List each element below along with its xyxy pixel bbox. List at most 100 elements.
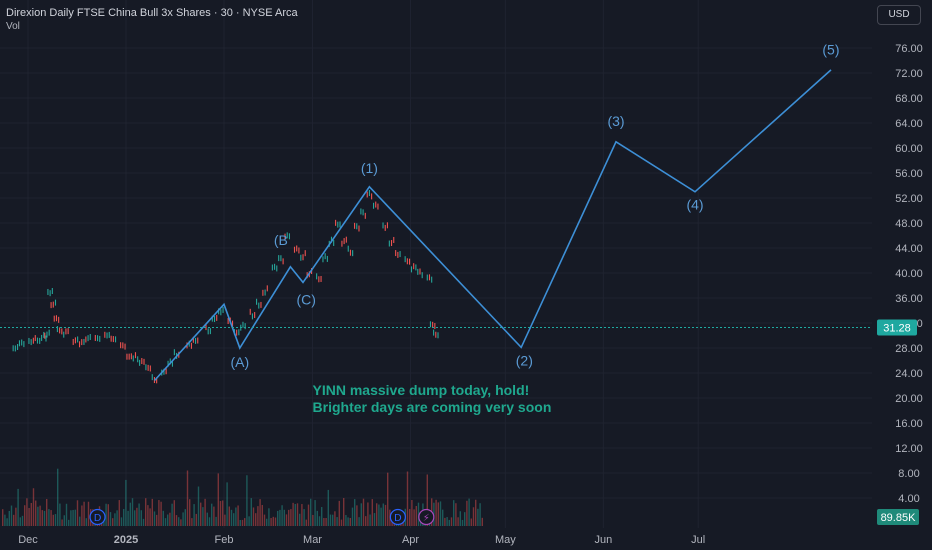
volume-bar [472,507,475,526]
volume-bar [125,479,127,526]
price-tick-label: 36.00 [895,293,923,305]
volume-bar [39,505,41,526]
volume-bar [191,518,193,526]
time-tick-label: Apr [402,534,419,546]
volume-bar [288,509,290,526]
volume-bar [171,503,173,526]
volume-bar [343,498,345,526]
volume-bar [17,488,19,526]
volume-bar [208,517,211,526]
volume-bar [303,509,305,526]
volume-bar [450,517,453,526]
event-lightning-icon[interactable] [418,508,435,526]
volume-bar [68,519,70,526]
volume-bar [200,502,202,526]
volume-bar [272,516,274,526]
volume-bar [37,506,39,526]
volume-bar [246,475,248,526]
price-tick-label: 12.00 [895,443,923,455]
time-tick-label: 2025 [114,534,138,546]
volume-bar [435,499,437,526]
volume-bar [147,505,149,526]
volume-bar [63,515,65,526]
volume-bar [266,518,268,526]
event-markers[interactable]: D D ⚡ [89,508,435,526]
volume-bar [382,503,384,526]
volume-bar [296,503,299,526]
time-tick-label: Dec [18,534,38,546]
volume-bar [299,513,301,526]
price-axis[interactable]: 76.00 72.00 68.00 64.00 60.00 56.00 52.00 48.00… [895,43,923,505]
volume-bar [28,507,30,526]
volume-bar [453,500,455,526]
price-tick-label: 60.00 [895,143,923,155]
last-price-badge [877,319,917,336]
volume-bar [351,507,354,526]
price-tick-label: 56.00 [895,168,923,180]
volume-bar [26,498,28,526]
volume-bar [81,505,83,526]
volume-bar [292,502,294,526]
volume-bar [244,518,246,526]
volume-bar [169,512,171,526]
volume-bar [233,513,235,526]
volume-bar [369,514,371,526]
wave-label: (5) [822,41,839,57]
volume-bar [164,518,167,526]
annotation-line: YINN massive dump today, hold! [313,382,530,398]
volume-bar [461,519,464,526]
volume-bar [140,510,142,526]
wave-label: (A) [230,354,249,370]
volume-bar [32,488,35,526]
time-axis[interactable]: Dec 2025 Feb Mar Apr May Jun Jul [18,534,705,546]
volume-bar [349,517,351,526]
volume-bar [83,501,85,526]
volume-bar [294,503,296,526]
last-volume-badge-label: 89.85K [881,512,917,524]
volume-bar [158,500,160,526]
volume-bar [376,503,378,526]
volume-bar [481,517,483,526]
axis-badges: 31.28 89.85K [877,319,919,525]
volume-bar [213,506,215,526]
volume-bar [230,509,233,526]
price-tick-label: 20.00 [895,393,923,405]
volume-bar [107,504,109,526]
volume-bar [365,516,367,526]
volume-bar [259,499,261,526]
volume-bar [415,505,417,526]
volume-bar [413,509,415,526]
volume-bar [464,512,466,526]
currency-button[interactable]: USD [877,5,921,25]
volume-bar [417,502,420,526]
volume-bar [277,510,279,526]
volume-bar [323,517,325,526]
volume-bar [356,505,358,526]
dividend-marker-icon[interactable] [89,508,106,526]
volume-bar [426,474,428,526]
volume-bar [215,516,217,526]
volume-bar [219,500,222,526]
volume-bar [466,500,468,526]
volume-bar [409,508,411,526]
volume-bar [477,508,479,526]
volume-bar [255,513,257,526]
volume-bar [442,509,444,526]
volume-bar [43,510,46,526]
price-tick-label: 64.00 [895,118,923,130]
volume-bar [439,501,442,526]
volume-bar [182,512,184,526]
volume-bar [136,507,138,526]
wave-label: (3) [607,113,624,129]
dividend-marker-icon[interactable] [389,508,406,526]
wave-labels: (A) (B (C) (1) (2) (3) (4) (5) [230,41,839,370]
price-tick-label: 52.00 [895,193,923,205]
volume-bar [257,506,259,526]
volume-bar [235,507,237,526]
volume-bar [217,473,219,526]
wave-label: (B [274,232,288,248]
volume-bar [340,519,343,526]
volume-bar [437,502,439,526]
volume-bar [186,470,189,526]
